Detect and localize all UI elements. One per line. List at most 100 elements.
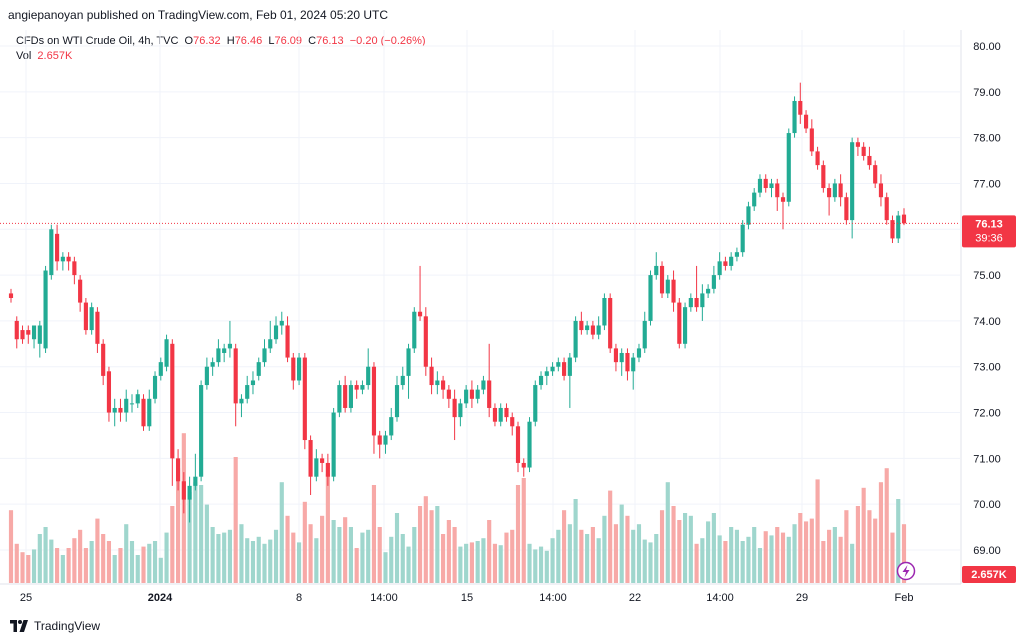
candle-body [608,298,613,349]
candle-body [423,316,428,367]
volume-bar [631,529,636,583]
volume-bar [210,527,215,583]
candle-body [723,261,728,266]
volume-bar [815,479,820,583]
volume-bar [821,541,826,583]
candle-body [400,375,405,386]
price-tick-label: 77.00 [973,178,1001,190]
volume-bar [585,534,590,583]
volume-bar [314,538,319,583]
candle-body [152,375,158,399]
candle-body [694,298,699,308]
candle-body [619,352,624,363]
candle-body [815,151,820,166]
time-tick-label: 22 [629,592,641,604]
volume-bar [400,534,405,583]
time-tick-label: Feb [895,592,914,604]
volume-bar [752,527,757,583]
candle-body [412,311,417,349]
last-price-label: 76.13 [975,218,1003,230]
candle-body [360,385,365,390]
volume-bar [423,496,428,583]
candle-body [187,485,192,500]
candle-body [170,343,175,459]
candle-body [262,348,267,363]
volume-bar [567,524,572,583]
volume-bar [527,543,532,583]
candle-body [487,380,492,408]
volume-bar [775,527,780,583]
time-tick-label: 8 [296,592,302,604]
candle-body [763,178,768,189]
volume-bar [412,527,417,583]
candle-body [210,362,215,367]
volume-bar [199,485,204,583]
lightning-icon[interactable] [896,561,916,581]
volume-bar [60,555,65,583]
candle-body [285,325,290,358]
volume-bar [717,535,722,583]
symbol-description[interactable]: CFDs on WTI Crude Oil, 4h, TVC [16,35,179,47]
time-axis[interactable]: 25 2024 8 14:00 15 14:00 22 14:00 29 Feb [20,592,914,604]
candle-body [896,215,901,239]
volume-bar [273,529,279,583]
close-label: C [308,35,317,47]
volume-bar [867,510,872,583]
candle-body [429,366,434,386]
candle-body [250,380,256,386]
volume-bar [901,524,907,583]
volume-bar [498,545,503,583]
volume-bar [452,527,457,583]
candle-body [873,165,878,184]
volume-bar [331,520,336,583]
volume-bar [20,552,25,583]
volume-bar [394,513,400,583]
candle-body [181,481,186,500]
volume-bar [711,513,716,583]
candle-body [475,389,480,399]
candle-body [296,357,302,381]
volume-badge: 2.657K [962,566,1016,583]
candle-body [769,183,774,189]
candle-body [124,398,129,413]
candle-body [510,417,515,427]
volume-bar [844,510,849,583]
price-axis[interactable]: 80.0079.0078.0077.0076.0075.0074.0073.00… [973,41,1001,557]
volume-bar [757,548,763,583]
volume-bar [475,541,480,583]
volume-bar [8,510,14,583]
footer-brand[interactable]: TradingView [10,619,100,633]
candle-body [66,256,71,262]
candle-body [343,385,348,408]
volume-bar [562,510,567,583]
candle-body [135,394,140,404]
low-value: 76.09 [274,35,302,47]
candle-body [838,183,843,198]
price-tick-label: 69.00 [973,545,1001,557]
price-tick-label: 73.00 [973,362,1001,374]
candle-body [417,311,423,317]
candle-body [711,275,716,289]
volume-bar [417,506,423,583]
volume-bar [579,529,584,583]
candle-body [827,188,832,198]
candle-body [884,197,889,221]
volume-bar [308,524,313,583]
volume-bar [700,538,705,583]
volume-bar [78,529,83,583]
volume-bar [792,524,797,583]
volume-bar [677,520,682,583]
candle-body [325,462,330,477]
candle-body [14,320,19,340]
candle-body [602,298,607,326]
volume-bar [383,552,388,583]
time-tick-label: 25 [20,592,32,604]
candle-body [671,279,676,303]
volume-bar [170,506,175,583]
volume-bar [550,538,555,583]
price-tick-label: 75.00 [973,270,1001,282]
price-tick-label: 74.00 [973,316,1001,328]
candle-body [579,320,584,331]
volume-bar [492,543,498,583]
